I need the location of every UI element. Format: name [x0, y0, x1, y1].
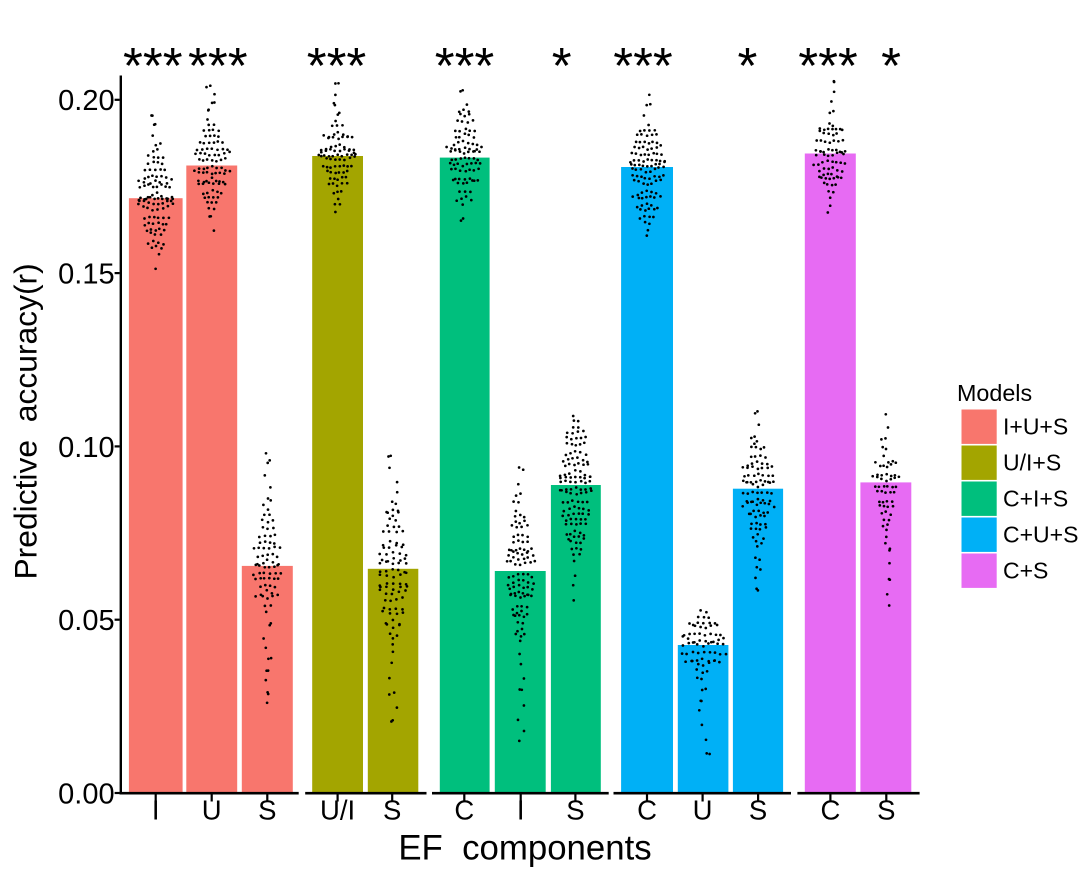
svg-text:0.20: 0.20: [58, 85, 114, 117]
svg-text:C: C: [454, 794, 474, 825]
svg-text:0.00: 0.00: [58, 778, 114, 810]
svg-text:***: ***: [307, 37, 367, 94]
svg-text:I+U+S: I+U+S: [1003, 414, 1068, 440]
svg-text:*: *: [737, 37, 757, 94]
svg-text:0.05: 0.05: [58, 605, 114, 637]
svg-text:Predictive accuracy(r): Predictive accuracy(r): [8, 263, 44, 579]
svg-text:***: ***: [435, 37, 495, 94]
svg-text:U: U: [693, 794, 713, 825]
svg-text:*: *: [881, 37, 901, 94]
svg-text:C+U+S: C+U+S: [1003, 522, 1078, 548]
svg-text:0.10: 0.10: [58, 432, 114, 464]
svg-text:C: C: [820, 794, 840, 825]
svg-text:*: *: [552, 37, 572, 94]
svg-text:S: S: [749, 794, 767, 825]
svg-text:S: S: [383, 794, 401, 825]
svg-text:C+I+S: C+I+S: [1003, 486, 1068, 512]
svg-text:S: S: [566, 794, 584, 825]
svg-text:I: I: [517, 794, 525, 825]
svg-text:***: ***: [798, 37, 858, 94]
svg-text:EF components: EF components: [398, 829, 651, 868]
svg-text:***: ***: [123, 37, 183, 94]
svg-text:I: I: [152, 794, 160, 825]
svg-text:U/I: U/I: [320, 794, 355, 825]
svg-text:U: U: [202, 794, 222, 825]
svg-text:S: S: [877, 794, 895, 825]
svg-text:***: ***: [613, 37, 673, 94]
svg-text:C+S: C+S: [1003, 558, 1048, 584]
svg-text:0.15: 0.15: [58, 259, 114, 291]
svg-text:U/I+S: U/I+S: [1003, 450, 1061, 476]
svg-text:***: ***: [188, 37, 248, 94]
svg-text:Models: Models: [957, 380, 1032, 406]
svg-text:C: C: [637, 794, 657, 825]
svg-text:S: S: [258, 794, 276, 825]
